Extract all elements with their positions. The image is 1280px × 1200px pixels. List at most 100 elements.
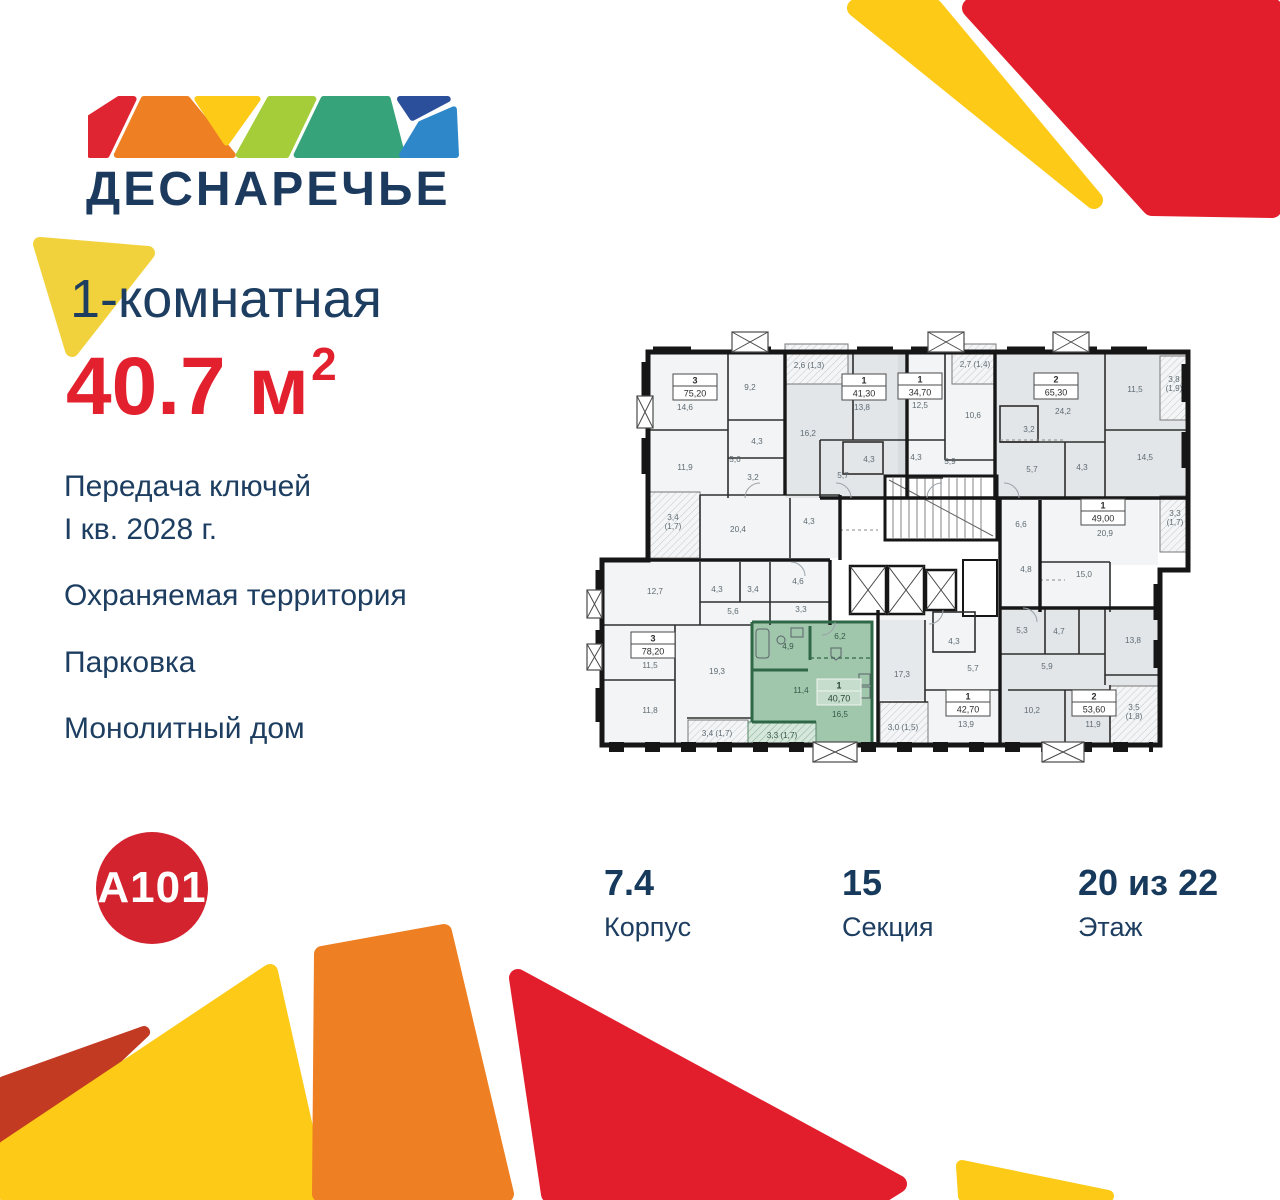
room-area-label: 3,4 (1,7)	[665, 513, 682, 531]
decor-yellow-big	[0, 964, 328, 1200]
room-area-label: 10,6	[965, 411, 981, 420]
section-info: 15 Секция	[842, 862, 934, 943]
svg-text:34,70: 34,70	[909, 388, 932, 398]
room-area-label: 14,6	[677, 403, 693, 412]
room-area-labels: 14,69,211,94,35,63,216,213,84,35,720,44,…	[642, 360, 1183, 740]
svg-text:75,20: 75,20	[684, 389, 707, 399]
room-area-label: 4,6	[792, 577, 804, 586]
room-area-label: 2,6 (1,3)	[794, 361, 825, 370]
svg-text:1: 1	[861, 376, 866, 386]
room-area-label: 4,3	[1076, 463, 1088, 472]
apartment-boxes: 375,20141,30134,70265,30149,00378,20140,…	[630, 372, 1126, 717]
building-value: 7.4	[604, 862, 655, 903]
balconies	[647, 343, 1189, 747]
apartment-boundary-walls	[602, 352, 1187, 743]
highlighted-apartment-box: 140,70	[816, 678, 862, 706]
svg-text:3: 3	[692, 376, 697, 386]
section-value: 15	[842, 862, 883, 903]
feature-keys-date: Передача ключей I кв. 2028 г.	[64, 470, 312, 546]
elevator-shafts	[848, 559, 998, 617]
room-area-label: 5,9	[944, 457, 956, 466]
partition-walls	[602, 352, 1187, 743]
room-area-label: 20,9	[1097, 529, 1113, 538]
room-area-label: 5,9	[1041, 662, 1053, 671]
apartment-info-box: 378,20	[630, 631, 676, 659]
room-area-label: 4,3	[803, 517, 815, 526]
room-area-label: 12,5	[912, 401, 928, 410]
svg-text:40,70: 40,70	[828, 694, 851, 704]
outer-wall	[599, 349, 1191, 748]
area-number: 40.7	[66, 341, 226, 432]
room-area-label: 13,8	[854, 403, 870, 412]
room-area-label: 2,7 (1,4)	[960, 360, 991, 369]
svg-text:49,00: 49,00	[1092, 514, 1115, 524]
logo-piece-lightgreen	[235, 96, 317, 158]
logo-piece-red	[88, 96, 137, 158]
door-arcs	[744, 482, 1038, 625]
room-area-label: 3,0 (1,5)	[888, 723, 919, 732]
room-area-label: 5,7	[967, 664, 979, 673]
decor-yellow-wedge	[956, 1160, 1114, 1200]
room-area-label: 11,8	[642, 706, 658, 715]
svg-text:1: 1	[965, 692, 970, 702]
room-area-label: 11,5	[642, 661, 658, 670]
svg-text:65,30: 65,30	[1045, 388, 1068, 398]
room-area-label: 19,3	[709, 667, 725, 676]
apartment-info-box: 253,60	[1071, 689, 1117, 717]
room-area-label: 3,4	[747, 585, 759, 594]
room-area-label: 17,3	[894, 670, 910, 679]
room-area-label: 4,3	[863, 455, 875, 464]
svg-text:78,20: 78,20	[642, 647, 665, 657]
floor-info: 20 из 22 Этаж	[1078, 862, 1218, 943]
room-area-label: 4,7	[1053, 627, 1065, 636]
highlighted-apartment-walls	[750, 620, 874, 743]
room-area-label: 6,2	[834, 632, 846, 641]
room-area-label: 3,3	[795, 605, 807, 614]
room-area-label: 5,6	[729, 455, 741, 464]
vent-boxes	[586, 331, 1090, 763]
project-logo-mosaic	[88, 96, 459, 158]
room-area-label: 14,5	[1137, 453, 1153, 462]
room-area-label: 11,5	[1127, 385, 1143, 394]
decor-red-big	[509, 969, 907, 1200]
feature-guarded: Охраняемая территория	[64, 579, 407, 613]
room-area-label: 4,3	[948, 637, 960, 646]
room-area-label: 9,2	[744, 383, 756, 392]
bathroom-fixtures	[755, 627, 871, 699]
svg-text:1: 1	[917, 375, 922, 385]
room-area-label: 11,4	[793, 686, 809, 695]
room-area-label: 3,3 (1,7)	[767, 731, 798, 740]
room-area-label: 12,7	[647, 587, 663, 596]
room-area-label: 4,8	[1020, 565, 1032, 574]
building-info: 7.4 Корпус	[604, 862, 691, 943]
room-area-label: 3,2	[1023, 425, 1035, 434]
zoning-dashed-lines	[840, 439, 1065, 581]
developer-logo: А101	[96, 832, 208, 944]
svg-text:2: 2	[1091, 692, 1096, 702]
svg-text:1: 1	[836, 681, 841, 691]
stairwell	[883, 474, 999, 542]
room-area-label: 4,3	[751, 437, 763, 446]
building-label: Корпус	[604, 912, 692, 942]
logo-piece-orange	[113, 96, 236, 158]
room-area-label: 13,9	[958, 720, 974, 729]
apartment-info-box: 149,00	[1080, 498, 1126, 526]
features-list: Передача ключей I кв. 2028 г. Охраняемая…	[64, 466, 407, 775]
room-area-label: 4,3	[711, 585, 723, 594]
apartment-info-box: 375,20	[672, 373, 718, 401]
developer-logo-text: А101	[97, 863, 207, 912]
floorplan: 14,69,211,94,35,63,216,213,84,35,720,44,…	[586, 331, 1191, 763]
room-area-label: 13,8	[1125, 636, 1141, 645]
decor-orange-big	[312, 924, 514, 1200]
room-area-label: 3,3 (1,7)	[1167, 509, 1184, 527]
room-area-label: 5,3	[1016, 626, 1028, 635]
logo-piece-navy	[396, 96, 451, 121]
room-area-label: 10,2	[1024, 706, 1040, 715]
svg-text:3: 3	[650, 634, 655, 644]
svg-text:53,60: 53,60	[1083, 705, 1106, 715]
apartment-info-box: 142,70	[945, 689, 991, 717]
svg-text:1: 1	[1100, 501, 1105, 511]
decor-yellow-triangle-left	[33, 237, 155, 357]
